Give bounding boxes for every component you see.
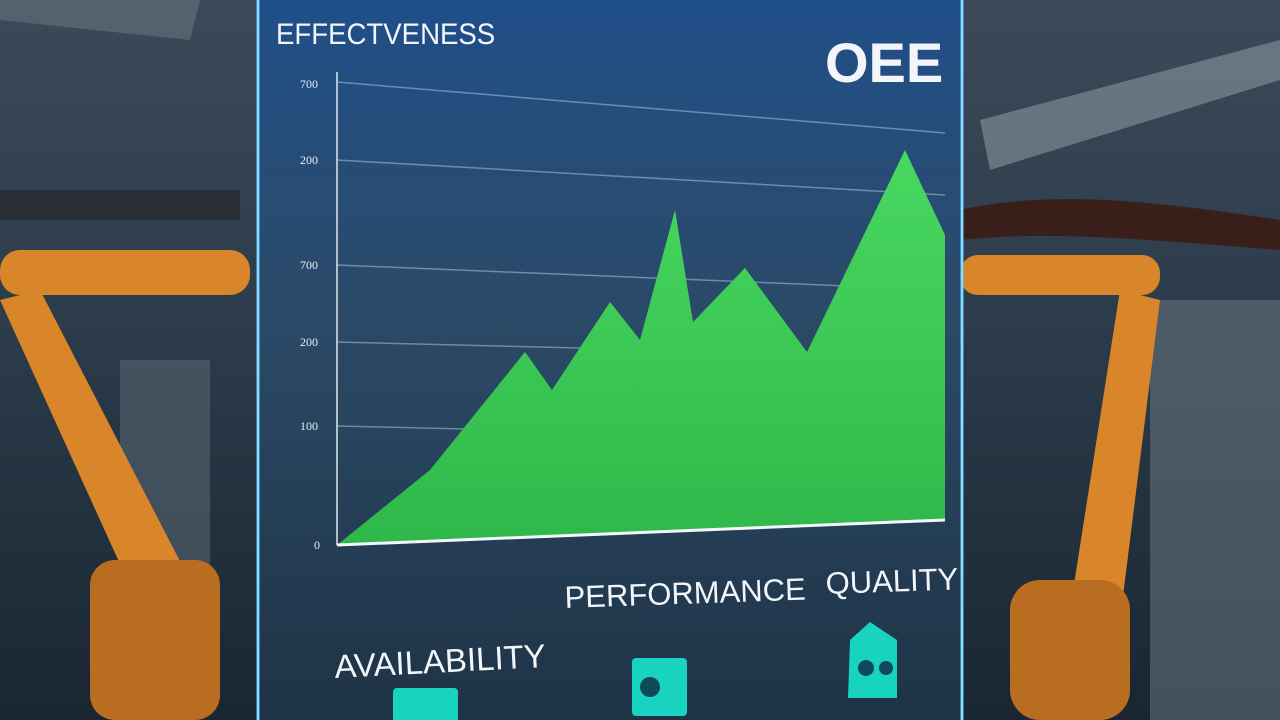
metric-label: QUALITY [825, 561, 959, 601]
metric-label: PERFORMANCE [564, 572, 806, 615]
beam [0, 0, 200, 40]
beam [980, 40, 1280, 170]
metric-icon [393, 622, 897, 720]
axis-label: 200 [300, 335, 318, 349]
axis-label: 700 [300, 258, 318, 272]
axis-label: 100 [300, 419, 318, 433]
oee-badge: OEE [825, 31, 943, 94]
wall [1150, 300, 1280, 720]
x-axis [336, 518, 946, 547]
panel-title: EFFECTVENESS [276, 18, 495, 51]
axis-label: 200 [300, 153, 318, 167]
axis-label: 0 [314, 538, 320, 552]
axis-labels: 700 200 700 200 100 0 [300, 77, 320, 552]
robot-arm-left [0, 190, 250, 720]
robot-arm-right [960, 199, 1280, 720]
area-shape [337, 150, 945, 545]
axis-label: 700 [300, 77, 318, 91]
